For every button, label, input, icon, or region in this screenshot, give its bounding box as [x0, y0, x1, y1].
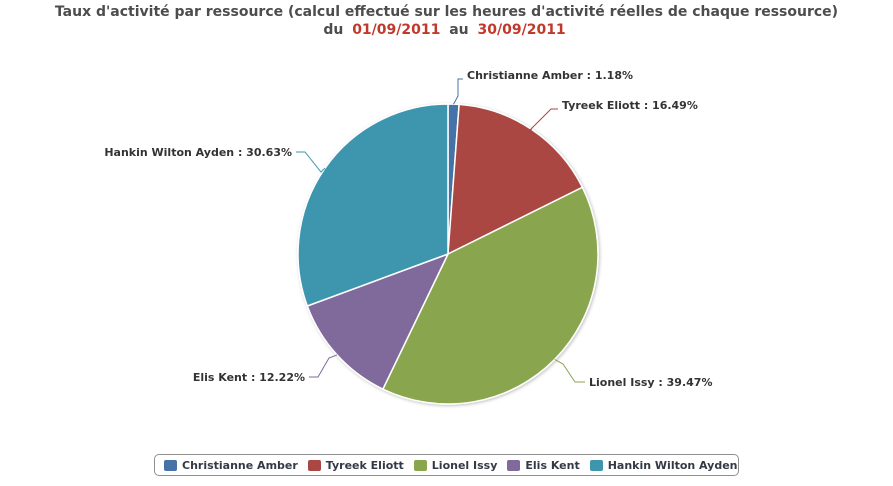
data-label-lionel-issy: Lionel Issy : 39.47% — [589, 376, 712, 389]
pie-slice-elis-kent[interactable] — [306, 252, 450, 391]
connector-lionel-issy — [554, 359, 585, 383]
legend-item-elis-kent[interactable]: Elis Kent — [507, 458, 580, 472]
legend-label: Hankin Wilton Ayden — [607, 458, 738, 472]
pie-slices — [297, 103, 599, 405]
pie-slice-hankin-wilton-ayden[interactable] — [297, 103, 449, 307]
legend-item-lionel-issy[interactable]: Lionel Issy — [413, 458, 498, 472]
connector-hankin-wilton-ayden — [296, 151, 326, 173]
data-labels: Christianne Amber : 1.18% Tyreek Eliott :… — [104, 69, 712, 389]
legend-swatch — [413, 459, 427, 471]
data-label-tyreek-eliott: Tyreek Eliott : 16.49% — [562, 99, 698, 112]
legend-swatch — [589, 459, 603, 471]
connector-tyreek-eliott — [528, 108, 558, 132]
data-label-elis-kent: Elis Kent : 12.22% — [193, 371, 305, 384]
legend-label: Tyreek Eliott — [325, 458, 404, 472]
subtitle-start-date: 01/09/2011 — [352, 22, 441, 38]
subtitle-au: au — [449, 22, 469, 38]
connector-elis-kent — [309, 354, 338, 378]
legend-swatch — [164, 459, 177, 471]
legend: Christianne Amber Tyreek Eliott Lionel Iss… — [154, 454, 739, 476]
legend-item-hankin-wilton-ayden[interactable]: Hankin Wilton Ayden — [589, 458, 738, 472]
data-label-christianne-amber: Christianne Amber : 1.18% — [467, 69, 633, 82]
legend-swatch — [307, 459, 321, 471]
legend-item-tyreek-eliott[interactable]: Tyreek Eliott — [307, 458, 404, 472]
connector-christianne-amber — [453, 78, 463, 105]
chart-title: Taux d'activité par ressource (calcul ef… — [54, 4, 839, 20]
legend-label: Lionel Issy — [431, 458, 498, 472]
legend-label: Elis Kent — [525, 458, 580, 472]
subtitle-du: du — [323, 22, 344, 38]
chart-subtitle: du 01/09/2011 au 30/09/2011 — [0, 22, 893, 38]
subtitle-end-date: 30/09/2011 — [477, 22, 566, 38]
legend-label: Christianne Amber — [182, 458, 298, 472]
legend-item-christianne-amber[interactable]: Christianne Amber — [164, 459, 298, 472]
legend-swatch — [507, 459, 521, 471]
data-label-hankin-wilton-ayden: Hankin Wilton Ayden : 30.63% — [104, 146, 292, 159]
pie-slice-lionel-issy[interactable] — [381, 186, 599, 405]
label-connectors — [296, 78, 585, 383]
